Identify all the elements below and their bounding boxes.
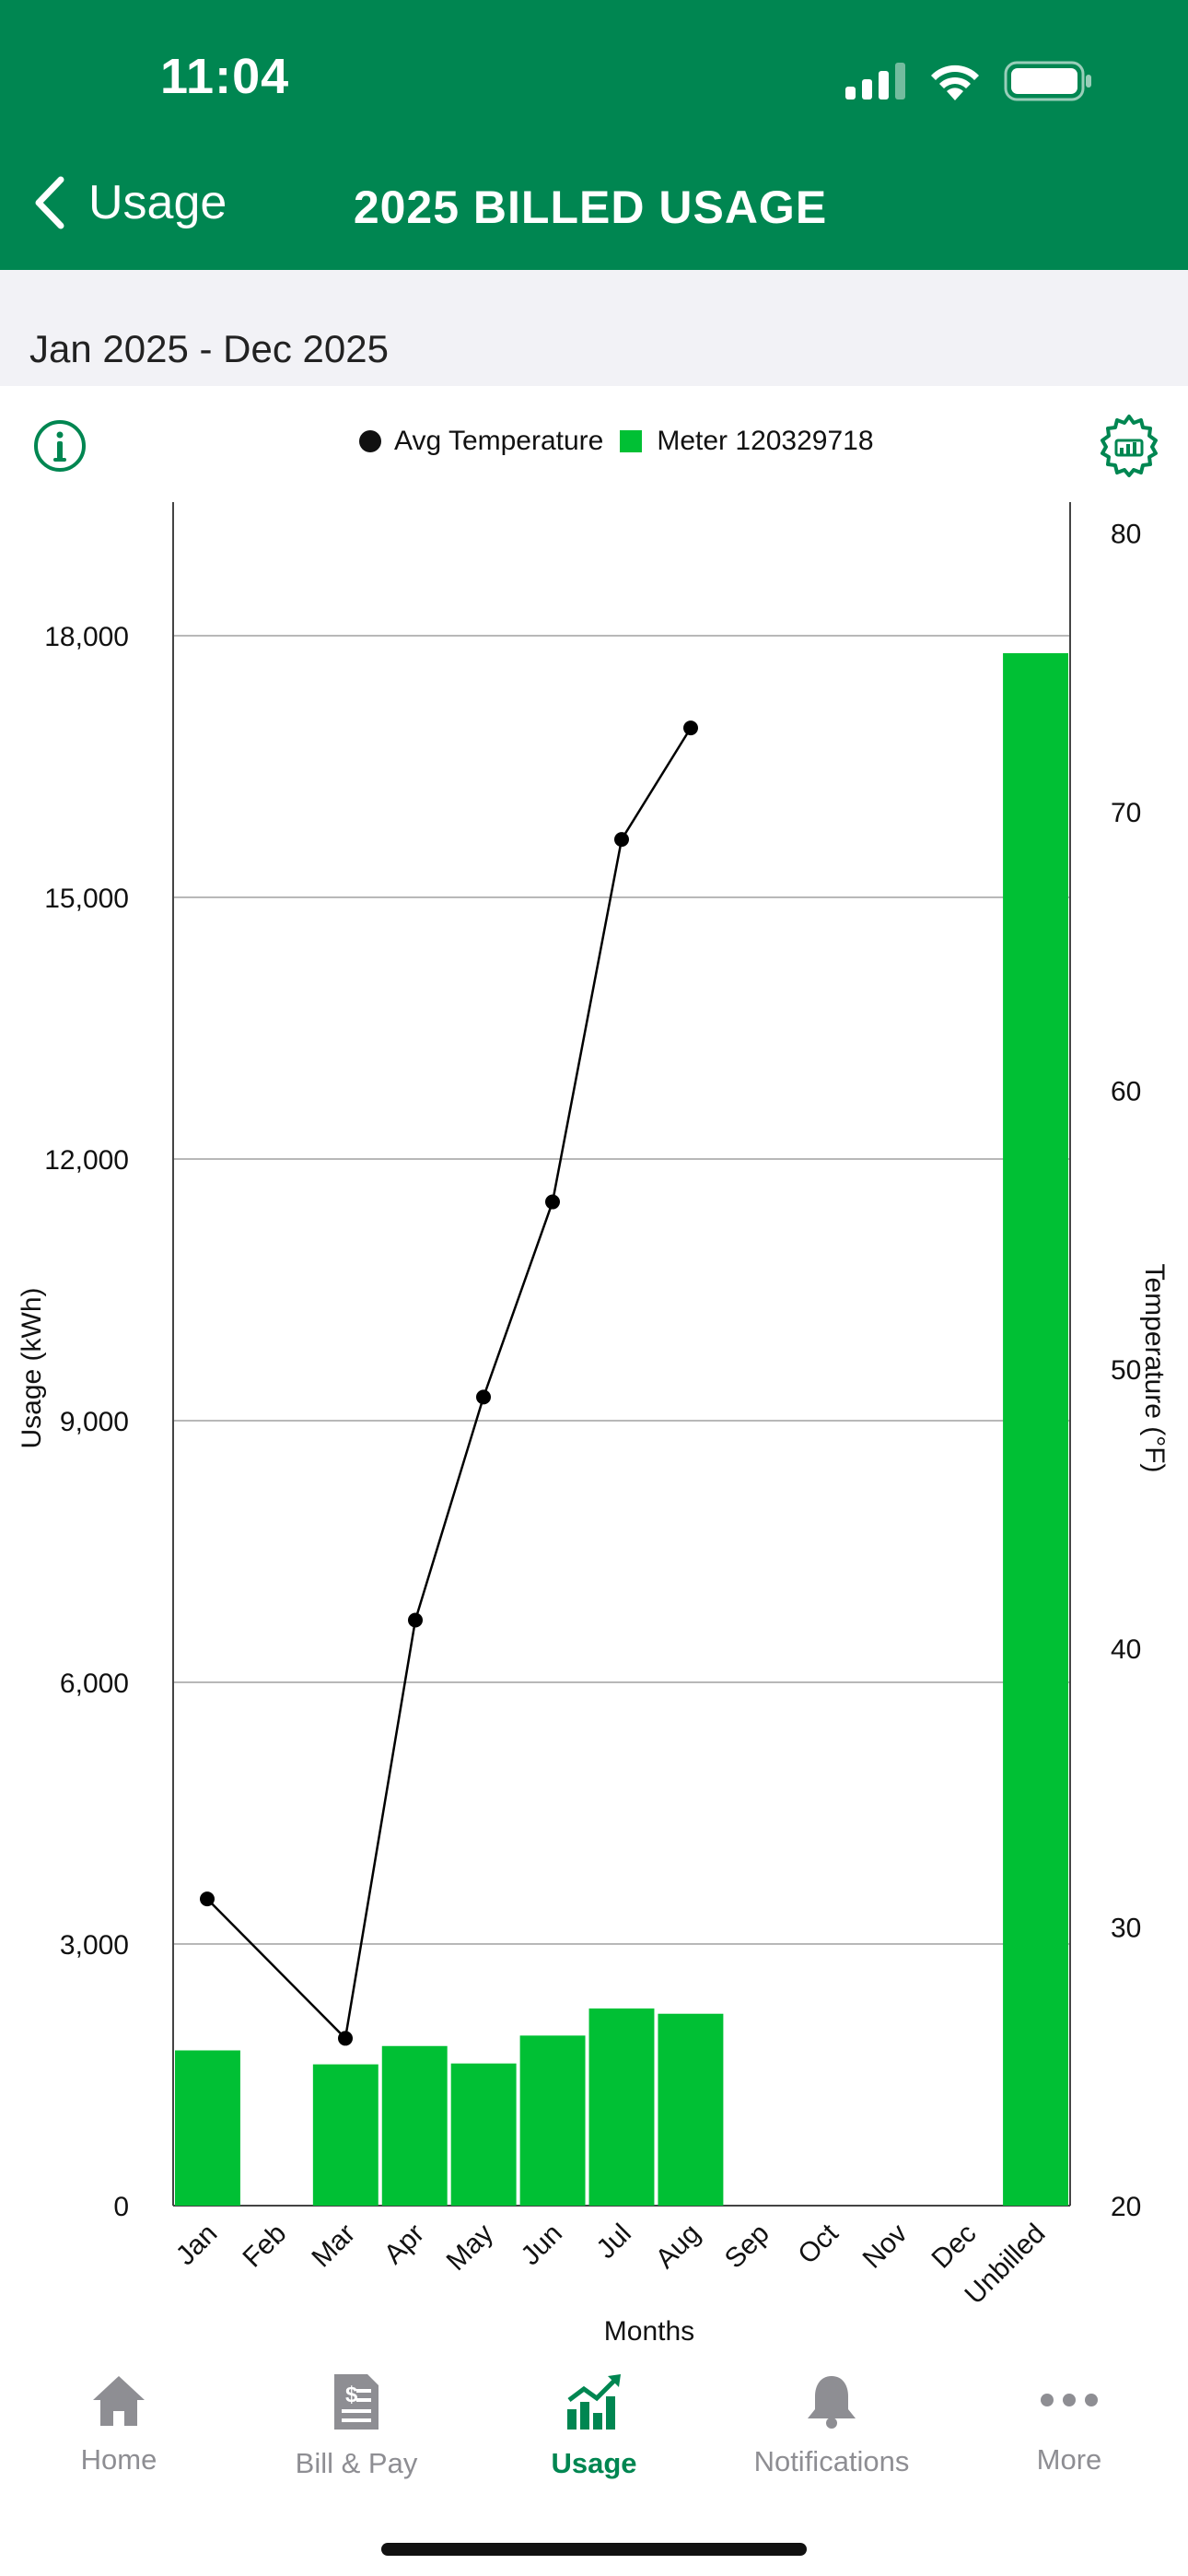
temperature-point <box>545 1194 560 1210</box>
page-title-text: 2025 BILLED USAGE <box>353 181 828 233</box>
signal-icon <box>845 63 905 100</box>
x-tick-label: Sep <box>719 2219 775 2275</box>
tab-bill-pay-label: Bill & Pay <box>295 2447 418 2479</box>
temperature-point <box>338 2031 353 2046</box>
page-title: 2025 BILLED USAGE <box>0 181 1188 234</box>
tab-home[interactable]: Home <box>0 2372 238 2476</box>
legend-temp-label: Avg Temperature <box>394 426 604 456</box>
bill-icon: $ <box>334 2374 379 2430</box>
chart-legend: Avg Temperature Meter 120329718 <box>359 426 874 457</box>
home-icon <box>93 2376 145 2426</box>
legend-temp-marker <box>359 430 381 452</box>
status-time: 11:04 <box>160 49 290 104</box>
x-tick-label: Nov <box>857 2219 914 2275</box>
x-tick-label: Aug <box>650 2219 706 2275</box>
battery-icon <box>1004 61 1091 101</box>
wifi-icon <box>931 64 979 100</box>
y-tick-label: 15,000 <box>44 884 129 914</box>
usage-bar <box>450 2063 517 2206</box>
y-tick-label: 12,000 <box>44 1145 129 1176</box>
usage-chart-area: 0 3,000 6,000 9,000 12,000 15,000 18,000 20 30 40… <box>0 386 1188 2354</box>
y-axis-title: Usage (kWh) <box>17 1287 47 1448</box>
y-tick-label: 9,000 <box>60 1407 129 1437</box>
tab-bar: Home $ Bill & Pay Usage Notifications <box>0 2354 1188 2576</box>
y-tick-label: 6,000 <box>60 1669 129 1699</box>
usage-chart: 0 3,000 6,000 9,000 12,000 15,000 18,000 20 30 40… <box>17 502 1170 2347</box>
usage-bar <box>381 2045 448 2206</box>
tab-usage-label: Usage <box>551 2447 637 2479</box>
usage-bar <box>175 2050 240 2206</box>
tab-more[interactable]: More <box>950 2372 1188 2476</box>
y2-tick-label: 70 <box>1111 798 1141 828</box>
x-tick-label: Apr <box>379 2219 430 2270</box>
chevron-left-icon <box>35 176 64 229</box>
temperature-point <box>408 1612 423 1628</box>
temperature-point <box>200 1891 215 1907</box>
tab-home-label: Home <box>80 2443 157 2476</box>
usage-bar <box>1003 652 1068 2206</box>
tab-notifications-label: Notifications <box>753 2445 910 2477</box>
usage-bar <box>312 2064 379 2206</box>
usage-chart-icon <box>567 2374 621 2430</box>
legend-meter-label: Meter 120329718 <box>657 426 874 456</box>
date-range: Jan 2025 - Dec 2025 <box>29 327 389 370</box>
temperature-point <box>476 1389 491 1405</box>
x-tick-label: Oct <box>792 2218 844 2270</box>
y-tick-label: 18,000 <box>44 622 129 652</box>
app-header: 11:04 Usage 2025 BILLED USAGE <box>0 0 1188 270</box>
y2-tick-label: 80 <box>1111 519 1141 549</box>
home-indicator <box>381 2543 807 2556</box>
y2-tick-label: 50 <box>1111 1355 1141 1386</box>
x-tick-label: May <box>441 2219 499 2277</box>
status-icons <box>845 59 1092 103</box>
x-axis-title: Months <box>604 2316 694 2347</box>
usage-bar <box>588 2008 655 2206</box>
temperature-line <box>206 727 693 2042</box>
svg-text:$: $ <box>345 2383 358 2407</box>
y2-tick-label: 30 <box>1111 1913 1141 1943</box>
y2-tick-label: 60 <box>1111 1077 1141 1107</box>
usage-bar <box>658 2013 724 2206</box>
y2-tick-label: 40 <box>1111 1634 1141 1665</box>
tab-usage[interactable]: Usage <box>475 2372 713 2480</box>
temperature-point <box>683 720 698 736</box>
y2-tick-label: 20 <box>1111 2192 1141 2222</box>
legend-meter-marker <box>620 430 643 452</box>
chart-settings-gear-icon[interactable] <box>1096 413 1162 479</box>
y-tick-label: 3,000 <box>60 1930 129 1961</box>
x-tick-label: Mar <box>306 2219 361 2274</box>
date-range-bar <box>0 270 1188 386</box>
y2-axis-title: Temperature (°F) <box>1139 1263 1170 1472</box>
bell-icon <box>808 2376 856 2429</box>
tab-bill-pay[interactable]: $ Bill & Pay <box>238 2372 475 2480</box>
back-label: Usage <box>88 176 227 229</box>
x-tick-label: Jun <box>515 2219 568 2272</box>
x-tick-label: Dec <box>926 2219 982 2275</box>
info-icon[interactable] <box>33 419 87 473</box>
tab-notifications[interactable]: Notifications <box>713 2372 950 2478</box>
y-tick-label: 0 <box>113 2192 129 2222</box>
temperature-point <box>614 832 629 848</box>
x-tick-label: Jul <box>590 2219 636 2265</box>
x-tick-label: Feb <box>237 2219 292 2274</box>
x-tick-label: Jan <box>170 2219 224 2272</box>
usage-bar <box>519 2035 586 2206</box>
back-button[interactable]: Usage <box>33 175 227 230</box>
tab-more-label: More <box>1036 2443 1102 2476</box>
more-dots-icon <box>1041 2394 1098 2406</box>
